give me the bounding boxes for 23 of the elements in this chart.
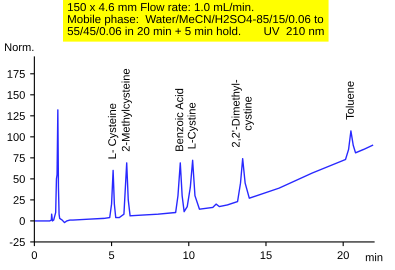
- x-tick-label: 15: [260, 251, 272, 260]
- annotation: L-Cystine: [187, 102, 198, 148]
- annotation: L- Cysteine: [108, 104, 118, 158]
- annotation: Benzoic Acid: [175, 88, 184, 151]
- text: 150 x 4.6 mm Flow rate: 1.0 mL/min. Mobile phase: Water/MeCN/H2SO4-85/15/0.06 to 55/45/0.06 in 20 min + 5 min hold. UV 210 nm: [68, 2, 324, 36]
- x-axis-title: min: [366, 253, 382, 262]
- y-tick-label: 0: [20, 217, 25, 226]
- y-tick-label: 75: [14, 154, 25, 162]
- x-tick-label: 20: [338, 251, 349, 260]
- y-tick-label: 150: [8, 91, 25, 99]
- y-tick-label: 50: [13, 175, 25, 184]
- y-tick-label: 100: [8, 133, 25, 141]
- y-tick-label: -25: [10, 238, 25, 246]
- y-tick-label: 125: [8, 112, 25, 120]
- y-axis-title: Norm.: [5, 43, 34, 52]
- x-tick-label: 10: [183, 251, 195, 260]
- annotation: 2-Methylcysteine: [122, 68, 132, 152]
- x-tick-label: 0: [32, 251, 38, 260]
- annotation: Toluene: [346, 81, 354, 120]
- annotation: 2,2'-Dimethyl- cystine: [232, 80, 254, 148]
- y-tick-label: 25: [14, 196, 25, 204]
- y-tick-label: 175: [8, 70, 25, 78]
- x-tick-label: 5: [108, 251, 114, 260]
